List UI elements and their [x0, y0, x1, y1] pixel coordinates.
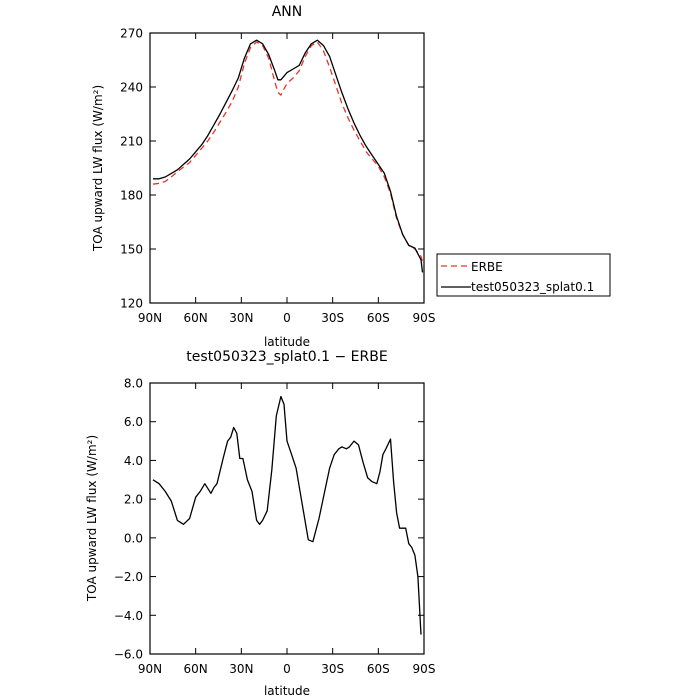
bottom-y-tick-label: 4.0: [124, 454, 143, 468]
bottom-x-tick-label: 90N: [138, 662, 162, 676]
bottom-chart-title: test050323_splat0.1 − ERBE: [186, 349, 387, 365]
bottom-axis-ticks: 90N 60N 30N 0 30S 60S 90S −6.0 −4.0 −2.0 0.0 2.0 4.0…: [114, 377, 436, 677]
top-x-tick-label: 0: [283, 311, 291, 325]
top-x-axis-label: latitude: [264, 335, 310, 349]
top-x-tick-label: 30S: [321, 311, 344, 325]
bottom-series-line-difference: [152, 395, 422, 635]
top-series-line-erbe: [152, 41, 424, 262]
top-x-tick-label: 90S: [413, 311, 436, 325]
top-y-tick-label: 150: [120, 243, 143, 257]
bottom-x-tick-label: 60N: [184, 662, 208, 676]
top-x-tick-label: 90N: [138, 311, 162, 325]
top-series-line-test050323-splat0-1: [153, 39, 424, 273]
top-y-tick-label: 270: [120, 27, 143, 41]
top-y-tick-label: 210: [120, 135, 143, 149]
top-axis-ticks: 90N 60N 30N 0 30S 60S 90S 120 150 180 210 240 270: [120, 27, 435, 326]
bottom-panel: test050323_splat0.1 − ERBE 90N 60N 30N 0 30S…: [85, 349, 435, 698]
top-y-tick-label: 120: [120, 297, 143, 311]
bottom-y-tick-label: 0.0: [124, 531, 143, 545]
top-y-tick-label: 180: [120, 189, 143, 203]
bottom-x-tick-label: 0: [283, 662, 291, 676]
top-x-tick-label: 30N: [229, 311, 253, 325]
top-panel: ANN 90N 60N 30N 0 30S 60S 90S 120 150 180 210 240 27…: [91, 4, 611, 349]
bottom-y-tick-label: 6.0: [124, 415, 143, 429]
bottom-series-lines: [152, 395, 422, 635]
bottom-y-tick-label: 8.0: [124, 377, 143, 391]
bottom-y-tick-label: −4.0: [114, 609, 143, 623]
bottom-y-tick-label: −2.0: [114, 570, 143, 584]
bottom-x-axis-label: latitude: [264, 684, 310, 698]
bottom-y-axis-label: TOA upward LW flux (W/m²): [85, 435, 99, 602]
top-y-tick-label: 240: [120, 81, 143, 95]
bottom-x-tick-label: 30S: [321, 662, 344, 676]
bottom-y-tick-label: 2.0: [124, 493, 143, 507]
bottom-x-tick-label: 60S: [367, 662, 390, 676]
bottom-y-tick-label: −6.0: [114, 648, 143, 662]
top-x-tick-label: 60S: [367, 311, 390, 325]
legend-label-test: test050323_splat0.1: [471, 280, 594, 294]
top-y-axis-label: TOA upward LW flux (W/m²): [91, 85, 105, 252]
legend-box: [436, 253, 611, 297]
legend: ERBE test050323_splat0.1: [436, 253, 611, 297]
top-x-tick-label: 60N: [184, 311, 208, 325]
top-series-lines: [152, 39, 424, 273]
top-chart-title: ANN: [272, 4, 303, 20]
bottom-x-tick-label: 30N: [229, 662, 253, 676]
bottom-plot-frame: [149, 382, 425, 655]
bottom-x-tick-label: 90S: [413, 662, 436, 676]
legend-label-erbe: ERBE: [471, 260, 503, 274]
